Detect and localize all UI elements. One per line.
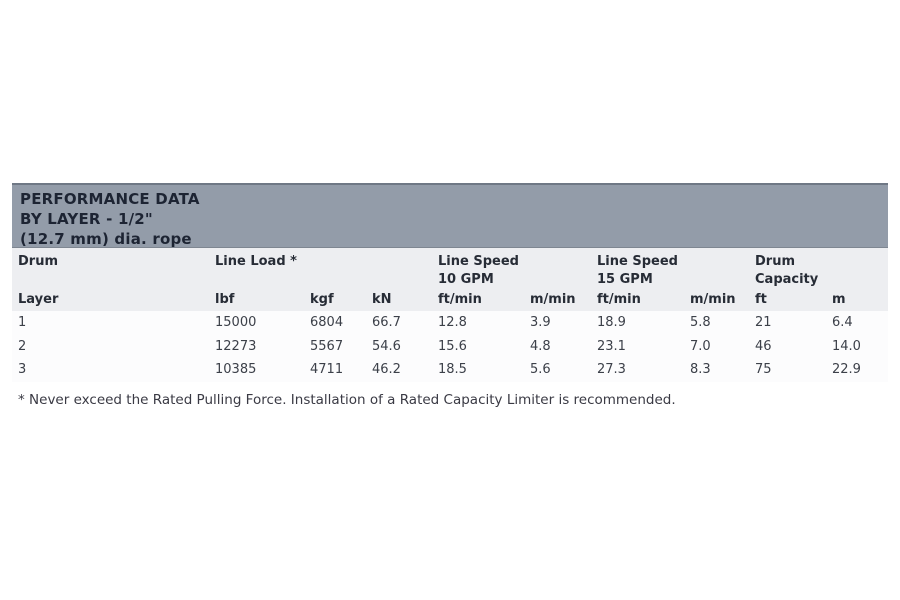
group-header-drum: Drum — [18, 254, 59, 269]
table-row: 1 15000 6804 66.7 12.8 3.9 18.9 5.8 21 6… — [12, 311, 888, 335]
cell-ftmin-15: 18.9 — [597, 315, 626, 331]
table-title-band: PERFORMANCE DATA BY LAYER - 1/2" (12.7 m… — [12, 183, 888, 248]
performance-data-table: PERFORMANCE DATA BY LAYER - 1/2" (12.7 m… — [12, 183, 888, 409]
unit-header-row: Layer lbf kgf kN ft/min m/min ft/min m/m… — [12, 291, 888, 309]
table-footnote: * Never exceed the Rated Pulling Force. … — [18, 391, 676, 408]
cell-lbf: 15000 — [215, 315, 257, 331]
cell-ft: 46 — [755, 338, 772, 354]
cell-layer: 2 — [18, 338, 27, 354]
cell-ftmin-10: 18.5 — [438, 362, 467, 378]
group-header-row: Drum Line Load * Line Speed 10 GPM Line … — [12, 248, 888, 289]
unit-header-layer: Layer — [18, 292, 59, 307]
cell-kgf: 5567 — [310, 338, 344, 354]
unit-header-lbf: lbf — [215, 292, 235, 307]
cell-ftmin-10: 12.8 — [438, 315, 467, 331]
unit-header-kgf: kgf — [310, 292, 334, 307]
cell-layer: 1 — [18, 315, 27, 331]
title-line-1: PERFORMANCE DATA — [20, 190, 200, 208]
unit-header-kn: kN — [372, 292, 392, 307]
cell-m: 14.0 — [832, 338, 861, 354]
cell-ftmin-15: 23.1 — [597, 338, 626, 354]
cell-mmin-10: 3.9 — [530, 315, 551, 331]
table-row: 2 12273 5567 54.6 15.6 4.8 23.1 7.0 46 1… — [12, 335, 888, 359]
title-line-2: BY LAYER - 1/2" — [20, 210, 153, 228]
cell-m: 22.9 — [832, 362, 861, 378]
group-header-line-load: Line Load * — [215, 254, 297, 269]
cell-kgf: 4711 — [310, 362, 344, 378]
unit-header-mmin-15: m/min — [690, 292, 736, 307]
cell-mmin-15: 7.0 — [690, 338, 711, 354]
cell-mmin-15: 5.8 — [690, 315, 711, 331]
cell-kgf: 6804 — [310, 315, 344, 331]
cell-mmin-10: 4.8 — [530, 338, 551, 354]
table-body: 1 15000 6804 66.7 12.8 3.9 18.9 5.8 21 6… — [12, 311, 888, 382]
cell-ftmin-15: 27.3 — [597, 362, 626, 378]
cell-ftmin-10: 15.6 — [438, 338, 467, 354]
cell-m: 6.4 — [832, 315, 853, 331]
group-header-drum-capacity: Drum Capacity — [755, 254, 819, 287]
cell-ft: 21 — [755, 315, 772, 331]
unit-header-mmin-10: m/min — [530, 292, 576, 307]
cell-lbf: 10385 — [215, 362, 257, 378]
unit-header-m: m — [832, 292, 846, 307]
cell-kn: 46.2 — [372, 362, 401, 378]
unit-header-ft: ft — [755, 292, 767, 307]
cell-kn: 54.6 — [372, 338, 401, 354]
unit-header-ftmin-15: ft/min — [597, 292, 641, 307]
table-row: 3 10385 4711 46.2 18.5 5.6 27.3 8.3 75 2… — [12, 358, 888, 382]
cell-mmin-10: 5.6 — [530, 362, 551, 378]
unit-header-ftmin-10: ft/min — [438, 292, 482, 307]
title-line-3: (12.7 mm) dia. rope — [20, 230, 192, 248]
group-header-line-speed-10gpm: Line Speed 10 GPM — [438, 254, 519, 287]
cell-lbf: 12273 — [215, 338, 257, 354]
column-header-area: Drum Line Load * Line Speed 10 GPM Line … — [12, 248, 888, 311]
cell-layer: 3 — [18, 362, 27, 378]
cell-mmin-15: 8.3 — [690, 362, 711, 378]
cell-ft: 75 — [755, 362, 772, 378]
cell-kn: 66.7 — [372, 315, 401, 331]
group-header-line-speed-15gpm: Line Speed 15 GPM — [597, 254, 678, 287]
